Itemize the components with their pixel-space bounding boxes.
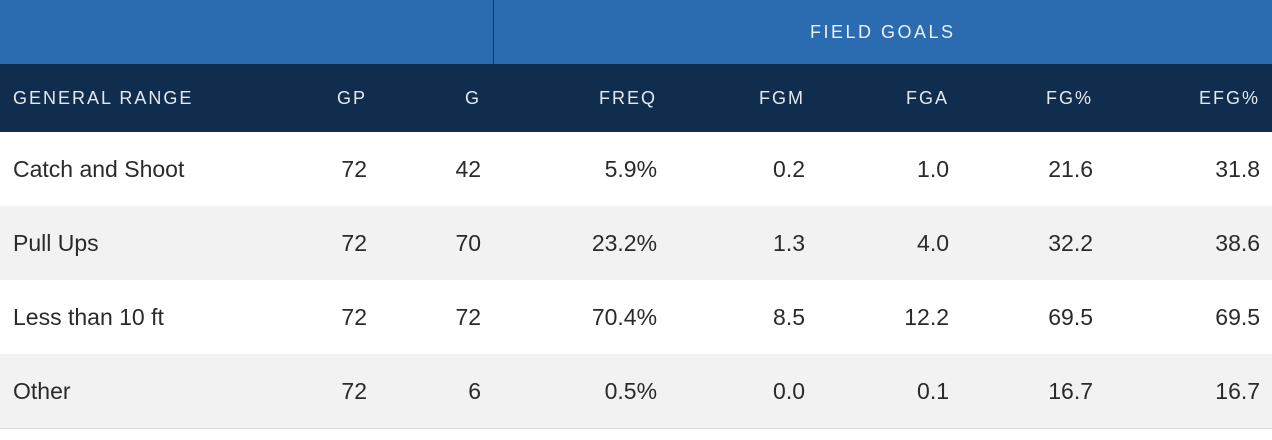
- cell-fg-pct: 21.6: [1048, 155, 1094, 182]
- field-goals-group-header: FIELD GOALS: [492, 0, 1272, 64]
- cell-fg-pct: 32.2: [961, 206, 1106, 280]
- general-range-stats-table: FIELD GOALS GENERAL RANGE GP G FREQ FGM …: [0, 0, 1272, 429]
- cell-fg-pct: 16.7: [961, 354, 1106, 429]
- cell-gp: 72: [258, 206, 379, 280]
- col-gp[interactable]: GP: [258, 64, 379, 132]
- col-efg-pct[interactable]: EFG%: [1105, 64, 1272, 132]
- table-row: Catch and Shoot 72 42 5.9% 0.2 1.0 21.6 …: [0, 132, 1272, 206]
- cell-g: 6: [379, 354, 494, 429]
- cell-general-range: Catch and Shoot: [13, 155, 185, 182]
- table-row: Other 72 6 0.5% 0.0 0.1 16.7 16.7: [0, 354, 1272, 429]
- cell-g: 42: [455, 155, 482, 182]
- cell-general-range: Less than 10 ft: [13, 303, 164, 330]
- cell-efg-pct: 38.6: [1105, 206, 1272, 280]
- group-header-blank: [0, 0, 494, 64]
- cell-freq: 5.9%: [604, 155, 658, 182]
- cell-freq: 0.5%: [493, 354, 670, 429]
- cell-general-range: Other: [0, 354, 258, 429]
- cell-fga: 12.2: [904, 303, 950, 330]
- cell-efg-pct: 69.5: [1215, 303, 1261, 330]
- table-row: Pull Ups 72 70 23.2% 1.3 4.0 32.2 38.6: [0, 206, 1272, 280]
- col-fg-pct[interactable]: FG%: [961, 64, 1106, 132]
- col-fga[interactable]: FGA: [817, 64, 962, 132]
- cell-fgm: 0.0: [669, 354, 818, 429]
- cell-freq: 70.4%: [591, 303, 658, 330]
- cell-g: 70: [379, 206, 494, 280]
- cell-freq: 23.2%: [493, 206, 670, 280]
- col-general-range[interactable]: GENERAL RANGE: [0, 64, 258, 132]
- cell-general-range: Pull Ups: [0, 206, 258, 280]
- cell-fgm: 1.3: [669, 206, 818, 280]
- group-header-row: FIELD GOALS: [0, 0, 1272, 64]
- cell-efg-pct: 16.7: [1105, 354, 1272, 429]
- cell-gp: 72: [341, 155, 367, 182]
- column-header-row: GENERAL RANGE GP G FREQ FGM FGA FG% EFG%: [0, 64, 1272, 132]
- cell-efg-pct: 31.8: [1215, 155, 1261, 182]
- cell-fga: 0.1: [817, 354, 962, 429]
- cell-gp: 72: [258, 354, 379, 429]
- cell-fga: 1.0: [917, 155, 950, 182]
- col-g[interactable]: G: [379, 64, 494, 132]
- cell-gp: 72: [341, 303, 367, 330]
- col-fgm[interactable]: FGM: [669, 64, 818, 132]
- cell-g: 72: [455, 303, 482, 330]
- cell-fg-pct: 69.5: [1048, 303, 1094, 330]
- table-row: Less than 10 ft 72 72 70.4% 8.5 12.2 69.…: [0, 280, 1272, 354]
- cell-fgm: 0.2: [773, 155, 806, 182]
- cell-fga: 4.0: [817, 206, 962, 280]
- col-freq[interactable]: FREQ: [493, 64, 670, 132]
- cell-fgm: 8.5: [773, 303, 806, 330]
